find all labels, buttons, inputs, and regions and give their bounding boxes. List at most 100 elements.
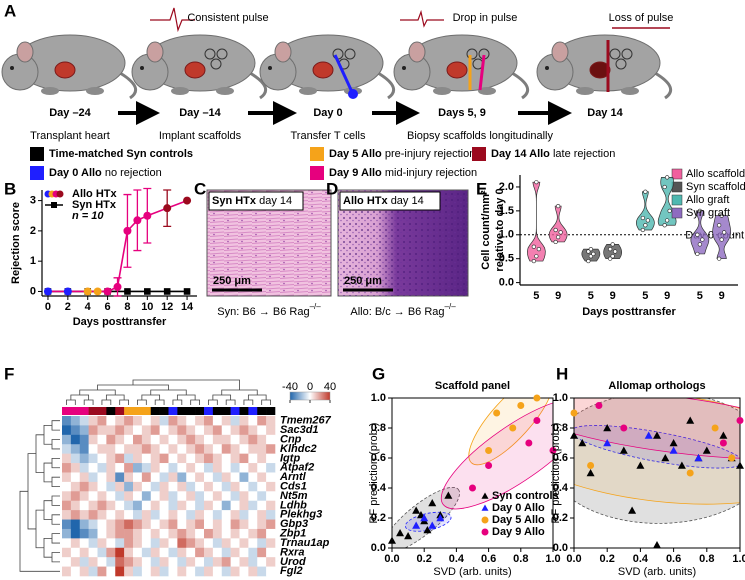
heatmap-cell — [106, 444, 116, 454]
heatmap-cell — [88, 444, 98, 454]
dendrogram-branch — [51, 495, 60, 506]
heatmap-cell — [70, 472, 81, 483]
heatmap-cell — [115, 453, 125, 464]
heatmap-cell — [221, 528, 231, 539]
point — [719, 431, 728, 439]
heatmap-cell — [186, 528, 196, 539]
heatmap-cell — [248, 557, 258, 567]
column-annotation — [177, 407, 187, 415]
heatmap-cell — [70, 557, 81, 567]
heatmap-cell — [239, 510, 249, 520]
heatmap-cell — [195, 434, 205, 445]
heatmap-cell — [70, 547, 81, 558]
point — [133, 216, 142, 225]
heatmap-cell — [62, 510, 72, 520]
heatmap-cell — [221, 557, 231, 567]
heatmap-cell — [70, 528, 81, 539]
heatmap-cell — [106, 538, 116, 549]
y-tick-label: 0.8 — [371, 422, 386, 434]
violin-point — [558, 230, 563, 235]
x-tick-label: 5 — [642, 290, 648, 302]
mouse-eye — [140, 66, 144, 70]
heatmap-cell — [177, 453, 187, 464]
dendrogram-branch — [97, 384, 169, 390]
dendrogram-branch — [225, 399, 236, 405]
heatmap-cell — [195, 557, 205, 567]
heatmap-cell — [248, 444, 258, 454]
heatmap-cell — [168, 547, 178, 558]
heatmap-cell — [150, 481, 160, 492]
mouse-tail — [511, 71, 530, 100]
x-tick-label: 5 — [588, 290, 594, 302]
heatmap-cell — [124, 416, 134, 426]
point — [404, 532, 413, 540]
gene-label: Urod — [280, 556, 306, 568]
point — [124, 288, 131, 295]
legend-entry: Day 14 Allo late rejection — [491, 148, 615, 160]
ecg-icon — [400, 9, 444, 28]
heatmap-cell — [79, 500, 89, 511]
heatmap-cell — [106, 416, 116, 426]
y-tick-label: 1.0 — [553, 392, 568, 404]
y-tick-label: 0.5 — [499, 253, 514, 265]
histology-title: Allo HTx day 14 — [343, 195, 424, 207]
heatmap-cell — [88, 538, 98, 549]
heatmap-cell — [186, 444, 196, 454]
legend-label: Allo HTx — [72, 188, 117, 200]
colorbar-tick-label: -40 — [282, 381, 298, 393]
timeline-action: Transplant heart — [30, 130, 110, 142]
timeline-day: Day 0 — [313, 107, 342, 119]
legend-note: late rejection — [553, 148, 615, 160]
heatmap-cell — [133, 416, 143, 426]
legend-label: Syn graft — [686, 207, 730, 219]
heatmap-cell — [212, 472, 223, 483]
column-annotation — [230, 407, 240, 415]
heatmap-cell — [70, 500, 81, 511]
heart — [184, 61, 206, 79]
heatmap-cell — [70, 538, 81, 549]
heatmap-cell — [177, 519, 187, 530]
heatmap-cell — [212, 491, 223, 502]
panel-label: C — [194, 179, 206, 198]
pulse-label: Loss of pulse — [609, 12, 674, 24]
heatmap-cell — [195, 566, 205, 577]
y-axis-label: RF prediction (prob.) — [368, 423, 380, 524]
heatmap-cell — [70, 434, 81, 445]
point — [620, 424, 628, 432]
panel-label: B — [4, 179, 16, 198]
timeline-day: Days 5, 9 — [438, 107, 486, 119]
label-box — [208, 191, 304, 211]
heatmap-cell — [62, 566, 72, 577]
point — [43, 287, 52, 296]
violin-point — [556, 235, 561, 240]
dendrogram-branch — [19, 490, 60, 572]
heatmap-cell — [150, 453, 160, 464]
heatmap-cell — [212, 510, 223, 520]
point — [644, 431, 653, 439]
heatmap-cell — [248, 434, 258, 445]
x-tick-label: 14 — [181, 301, 194, 313]
heatmap-cell — [115, 519, 125, 530]
heatmap-cell — [266, 566, 276, 577]
ellipse-layer — [392, 398, 553, 548]
point — [163, 288, 171, 295]
heatmap-cell — [186, 538, 196, 549]
heatmap-cell — [248, 528, 258, 539]
heatmap-cell — [195, 538, 205, 549]
violin-point — [643, 189, 648, 194]
heatmap-cell — [204, 519, 214, 530]
point — [525, 439, 533, 447]
y-tick-label: 0.6 — [553, 452, 568, 464]
heatmap-cell — [150, 472, 160, 483]
heatmap-cell — [88, 519, 98, 530]
heatmap-cell — [133, 547, 143, 558]
column-annotation — [204, 407, 214, 415]
heatmap-cell — [177, 463, 187, 473]
x-tick-label: 0.6 — [481, 553, 496, 565]
heatmap-cell — [204, 566, 214, 577]
mouse-eye — [10, 66, 14, 70]
heatmap-cell — [195, 510, 205, 520]
heatmap-cell — [133, 453, 143, 464]
point — [595, 402, 603, 409]
heatmap-cell — [141, 566, 152, 577]
